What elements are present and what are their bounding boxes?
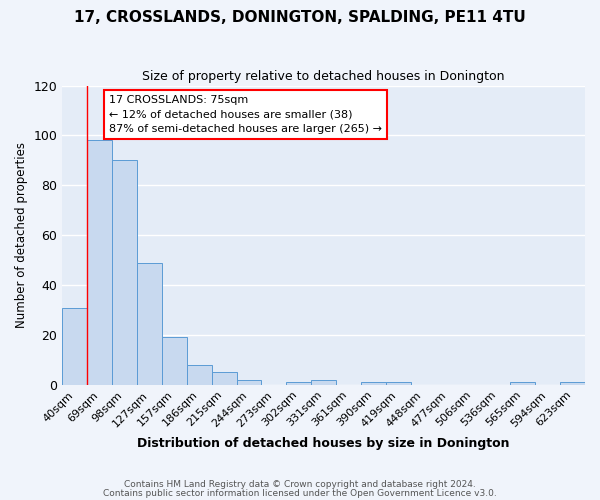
Bar — [112, 160, 137, 385]
Text: 17 CROSSLANDS: 75sqm
← 12% of detached houses are smaller (38)
87% of semi-detac: 17 CROSSLANDS: 75sqm ← 12% of detached h… — [109, 94, 382, 134]
Text: 17, CROSSLANDS, DONINGTON, SPALDING, PE11 4TU: 17, CROSSLANDS, DONINGTON, SPALDING, PE1… — [74, 10, 526, 25]
Bar — [386, 382, 411, 385]
Bar — [236, 380, 262, 385]
Text: Contains public sector information licensed under the Open Government Licence v3: Contains public sector information licen… — [103, 488, 497, 498]
Bar — [212, 372, 236, 385]
Bar — [511, 382, 535, 385]
Bar — [187, 365, 212, 385]
Bar — [286, 382, 311, 385]
Bar — [87, 140, 112, 385]
Bar — [162, 338, 187, 385]
Bar — [137, 262, 162, 385]
Y-axis label: Number of detached properties: Number of detached properties — [15, 142, 28, 328]
Bar — [311, 380, 336, 385]
Text: Contains HM Land Registry data © Crown copyright and database right 2024.: Contains HM Land Registry data © Crown c… — [124, 480, 476, 489]
Bar — [62, 308, 87, 385]
X-axis label: Distribution of detached houses by size in Donington: Distribution of detached houses by size … — [137, 437, 510, 450]
Bar — [361, 382, 386, 385]
Bar — [560, 382, 585, 385]
Title: Size of property relative to detached houses in Donington: Size of property relative to detached ho… — [142, 70, 505, 83]
